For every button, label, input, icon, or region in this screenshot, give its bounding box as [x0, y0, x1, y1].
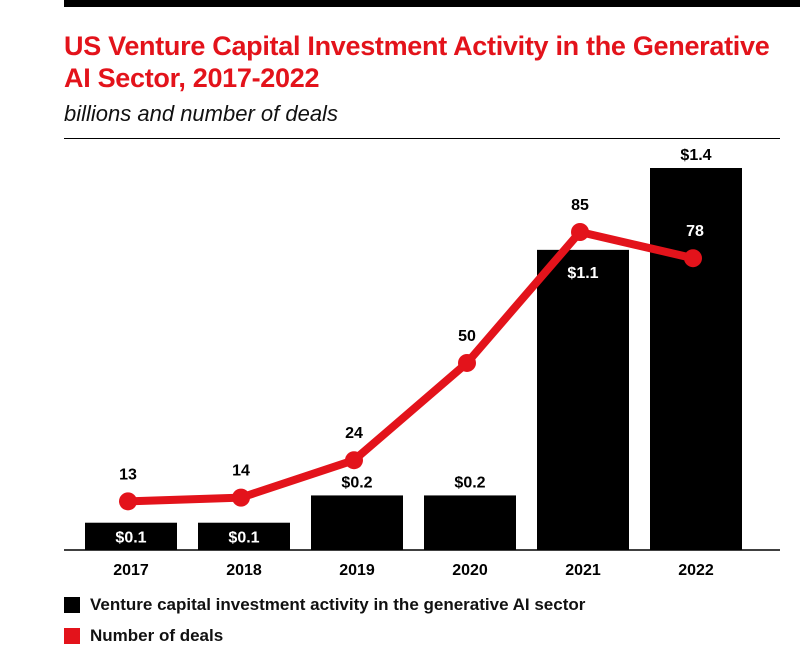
x-tick-2017: 2017 [113, 562, 149, 579]
deals-point-2018 [232, 488, 250, 507]
bar-2020 [424, 495, 516, 550]
deals-point-2019 [345, 451, 363, 470]
bar-label-2017: $0.1 [115, 529, 146, 546]
bar-series [85, 168, 742, 550]
title-divider [64, 138, 780, 139]
deals-label-2022: 78 [686, 223, 704, 240]
legend-item-investment: Venture capital investment activity in t… [64, 595, 585, 615]
legend-swatch-investment [64, 597, 80, 613]
deals-label-2019: 24 [345, 425, 363, 442]
bar-2019 [311, 495, 403, 550]
deals-point-2021 [571, 223, 589, 241]
bar-2018 [198, 522, 290, 550]
x-tick-2020: 2020 [452, 562, 488, 579]
bar-2022 [650, 168, 742, 550]
deals-line-series [119, 223, 702, 511]
deals-label-2020: 50 [458, 328, 476, 345]
deals-point-2020 [458, 353, 476, 372]
deals-label-2017: 13 [119, 466, 137, 483]
legend-label-investment: Venture capital investment activity in t… [90, 595, 586, 614]
bar-label-2020: $0.2 [454, 474, 485, 491]
x-tick-2021: 2021 [565, 562, 601, 579]
bar-label-2022: $1.4 [680, 147, 711, 164]
bar-data-labels: $0.1 $0.1 $0.2 $0.2 $1.1 $1.4 [115, 147, 711, 546]
x-tick-2022: 2022 [678, 562, 714, 579]
deals-line [124, 228, 697, 506]
x-axis-ticks: 2017 2018 2019 2020 2021 2022 [113, 562, 714, 579]
top-rule [64, 0, 800, 7]
legend-item-deals: Number of deals [64, 626, 223, 646]
legend-label-deals: Number of deals [90, 626, 224, 645]
bar-label-2018: $0.1 [228, 529, 259, 546]
deals-data-labels: 13 14 24 50 85 78 [119, 197, 704, 483]
bar-label-2021: $1.1 [567, 265, 598, 282]
legend-swatch-deals [64, 628, 80, 644]
bar-label-2019: $0.2 [341, 474, 372, 491]
chart-subtitle: billions and number of deals [64, 101, 338, 126]
x-tick-2019: 2019 [339, 562, 375, 579]
deals-label-2018: 14 [232, 463, 250, 480]
x-tick-2018: 2018 [226, 562, 262, 579]
chart-title: US Venture Capital Investment Activity i… [64, 31, 770, 93]
deals-point-2017 [119, 492, 137, 511]
bar-2021 [537, 249, 629, 550]
bar-2017 [85, 522, 177, 550]
deals-point-2022 [684, 249, 702, 268]
deals-label-2021: 85 [571, 197, 589, 214]
